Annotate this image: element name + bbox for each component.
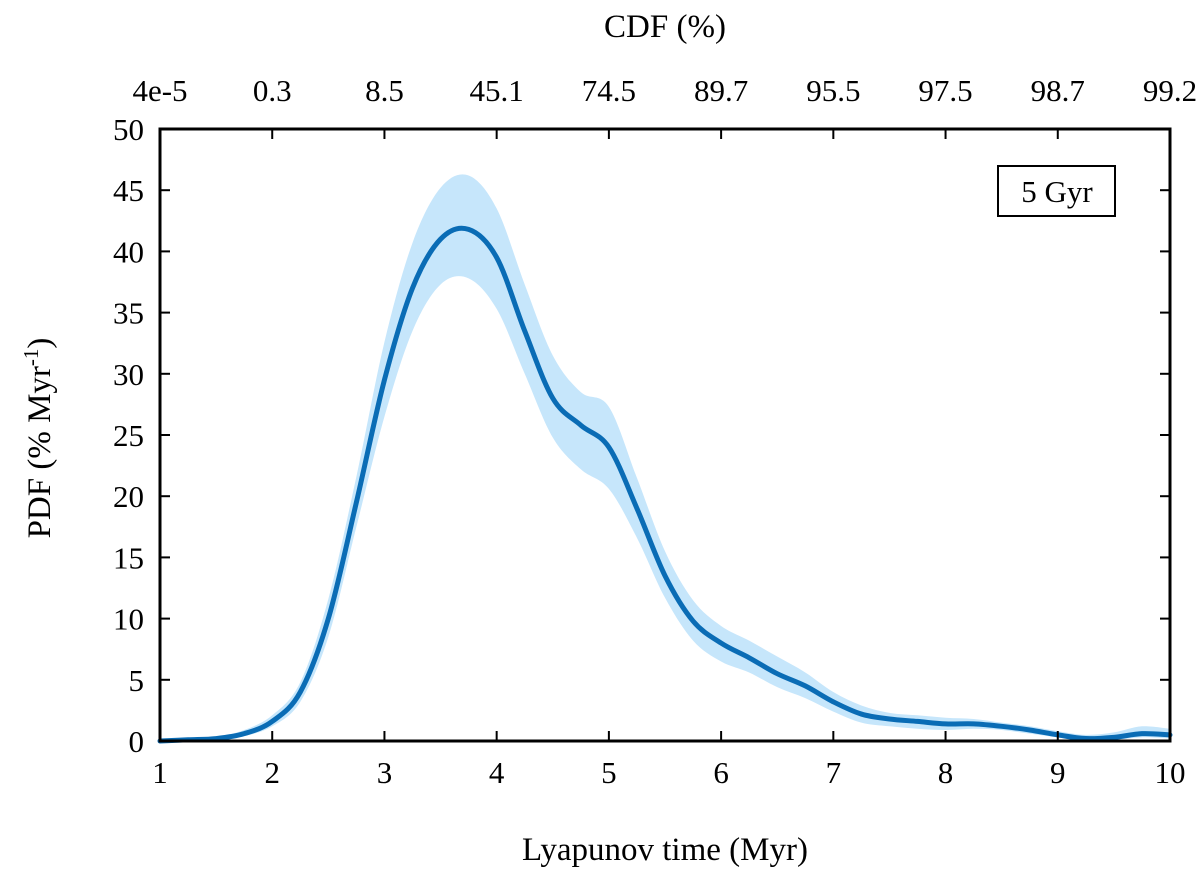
top-tick-label: 95.5 [806, 73, 860, 108]
x-tick-label: 2 [264, 755, 280, 790]
legend: 5 Gyr [997, 165, 1116, 217]
top-tick-label: 0.3 [253, 73, 292, 108]
top-tick-label: 98.7 [1031, 73, 1085, 108]
x-tick-label: 9 [1050, 755, 1066, 790]
top-tick-label: 4e-5 [132, 73, 187, 108]
y-tick-label: 45 [113, 173, 144, 208]
top-axis-title: CDF (%) [604, 9, 726, 45]
pdf-line-layer [157, 225, 1173, 744]
x-tick-label: 7 [826, 755, 842, 790]
top-tick-label: 45.1 [470, 73, 524, 108]
y-tick-label: 5 [129, 663, 145, 698]
x-tick-label: 8 [938, 755, 954, 790]
uncertainty-band-layer [160, 174, 1170, 742]
x-tick-label: 5 [601, 755, 617, 790]
x-tick-label: 4 [489, 755, 505, 790]
y-tick-label: 10 [113, 602, 144, 637]
top-tick-label: 97.5 [918, 73, 972, 108]
pdf-series-line [157, 225, 1173, 744]
y-axis-title-close: ) [22, 338, 58, 349]
x-tick-label: 3 [377, 755, 393, 790]
y-tick-label: 25 [113, 418, 144, 453]
y-tick-label: 15 [113, 540, 144, 575]
y-tick-label: 40 [113, 234, 144, 269]
top-tick-label: 8.5 [365, 73, 404, 108]
y-tick-label: 35 [113, 296, 144, 331]
y-tick-label: 20 [113, 479, 144, 514]
uncertainty-band [160, 174, 1170, 742]
y-tick-label: 0 [129, 724, 145, 759]
top-tick-label: 74.5 [582, 73, 636, 108]
x-axis-title: Lyapunov time (Myr) [522, 832, 808, 868]
y-axis-title-main: PDF (% Myr [22, 366, 58, 538]
top-tick-label: 99.2 [1143, 73, 1197, 108]
x-tick-label: 10 [1155, 755, 1186, 790]
legend-label: 5 Gyr [1021, 174, 1093, 209]
y-axis-title: PDF (% Myr-1) [19, 338, 58, 539]
legend-box [997, 165, 1116, 217]
y-tick-label: 30 [113, 357, 144, 392]
top-tick-label: 89.7 [694, 73, 748, 108]
x-tick-label: 1 [152, 755, 168, 790]
y-axis-title-superscript: -1 [19, 349, 43, 367]
plot-frame [158, 127, 1172, 743]
x-tick-label: 6 [713, 755, 729, 790]
y-tick-label: 50 [113, 112, 144, 147]
